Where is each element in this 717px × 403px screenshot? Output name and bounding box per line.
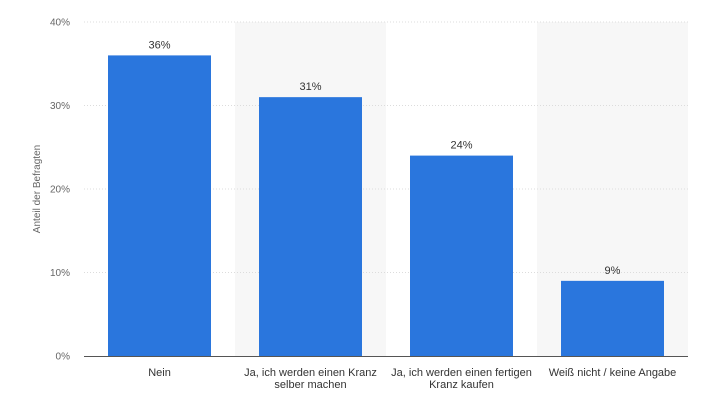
y-axis-title: Anteil der Befragten	[32, 145, 43, 233]
x-tick-label: selber machen	[274, 379, 346, 391]
y-tick-label: 0%	[56, 352, 71, 363]
bar	[108, 55, 211, 357]
x-tick-label: Kranz kaufen	[429, 379, 494, 391]
data-label: 24%	[450, 140, 472, 152]
x-tick-label: Weiß nicht / keine Angabe	[549, 367, 677, 379]
bar	[410, 155, 513, 356]
bars	[108, 55, 664, 357]
y-axis-ticks: 0% 10% 20% 30% 40%	[50, 18, 70, 363]
bar	[259, 97, 362, 357]
data-label: 31%	[299, 81, 321, 93]
value-labels: 36% 31% 24% 9%	[148, 39, 620, 276]
y-tick-label: 10%	[50, 268, 70, 279]
bar	[561, 280, 664, 356]
y-tick-label: 40%	[50, 18, 70, 29]
data-label: 9%	[605, 265, 621, 277]
y-tick-label: 20%	[50, 185, 70, 196]
y-tick-label: 30%	[50, 101, 70, 112]
data-label: 36%	[148, 39, 170, 51]
x-tick-label: Nein	[148, 367, 171, 379]
x-tick-label: Ja, ich werden einen fertigen	[391, 367, 532, 379]
x-tick-label: Ja, ich werden einen Kranz	[244, 367, 377, 379]
